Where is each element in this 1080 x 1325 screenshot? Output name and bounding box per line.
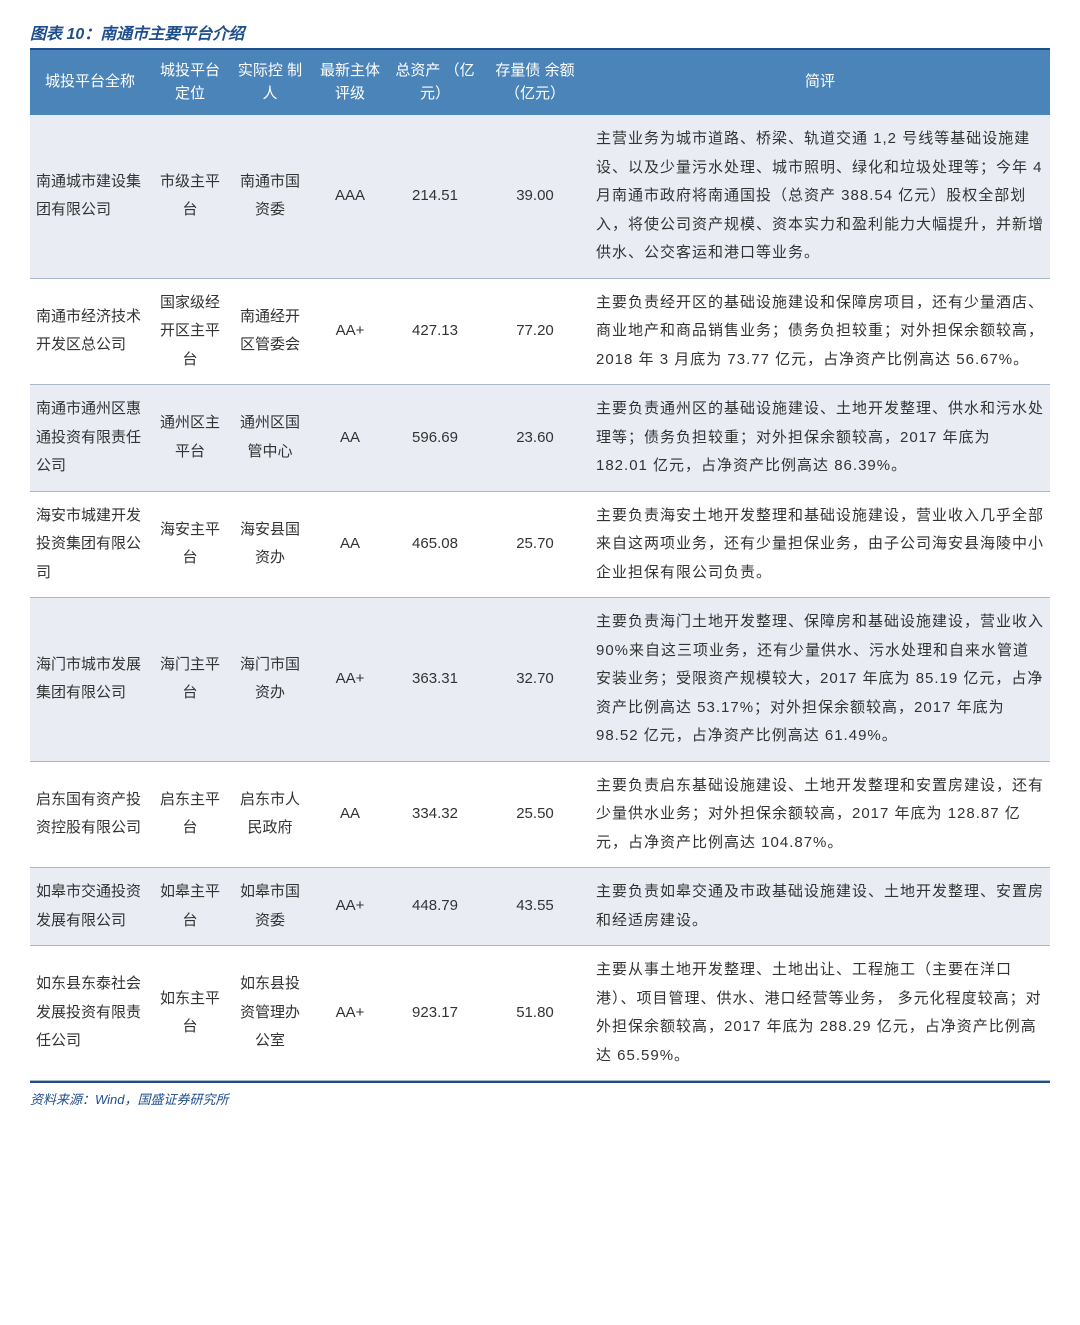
cell-comment: 主要负责启东基础设施建设、土地开发整理和安置房建设，还有少量供水业务；对外担保余… [590,761,1050,868]
table-caption: 图表 10：南通市主要平台介绍 [30,20,1050,50]
cell-comment: 主要从事土地开发整理、土地出让、工程施工（主要在洋口港）、项目管理、供水、港口经… [590,946,1050,1081]
cell-position: 国家级经开区主平台 [150,278,230,385]
cell-debt: 51.80 [480,946,590,1081]
cell-assets: 363.31 [390,598,480,762]
cell-debt: 43.55 [480,868,590,946]
cell-comment: 主要负责经开区的基础设施建设和保障房项目，还有少量酒店、商业地产和商品销售业务；… [590,278,1050,385]
cell-position: 如东主平台 [150,946,230,1081]
cell-name: 南通市经济技术开发区总公司 [30,278,150,385]
cell-position: 海安主平台 [150,491,230,598]
cell-name: 如皋市交通投资发展有限公司 [30,868,150,946]
cell-name: 如东县东泰社会发展投资有限责任公司 [30,946,150,1081]
cell-ctrl: 如东县投资管理办公室 [230,946,310,1081]
table-row: 海门市城市发展集团有限公司海门主平台海门市国资办AA+363.3132.70主要… [30,598,1050,762]
table-source: 资料来源：Wind，国盛证券研究所 [30,1081,1050,1108]
cell-comment: 主营业务为城市道路、桥梁、轨道交通 1,2 号线等基础设施建设、以及少量污水处理… [590,115,1050,278]
cell-position: 如皋主平台 [150,868,230,946]
cell-assets: 334.32 [390,761,480,868]
cell-assets: 448.79 [390,868,480,946]
cell-comment: 主要负责通州区的基础设施建设、土地开发整理、供水和污水处理等；债务负担较重；对外… [590,385,1050,492]
table-header-row: 城投平台全称 城投平台 定位 实际控 制人 最新主体 评级 总资产 （亿元） 存… [30,50,1050,115]
cell-ctrl: 海安县国资办 [230,491,310,598]
cell-rating: AA [310,761,390,868]
cell-position: 通州区主平台 [150,385,230,492]
col-name: 城投平台全称 [30,50,150,115]
cell-name: 启东国有资产投资控股有限公司 [30,761,150,868]
cell-comment: 主要负责海安土地开发整理和基础设施建设，营业收入几乎全部来自这两项业务，还有少量… [590,491,1050,598]
cell-rating: AA+ [310,278,390,385]
cell-ctrl: 通州区国管中心 [230,385,310,492]
cell-name: 南通城市建设集团有限公司 [30,115,150,278]
table-row: 启东国有资产投资控股有限公司启东主平台启东市人民政府AA334.3225.50主… [30,761,1050,868]
cell-debt: 23.60 [480,385,590,492]
cell-assets: 427.13 [390,278,480,385]
cell-name: 海安市城建开发投资集团有限公司 [30,491,150,598]
col-debt: 存量债 余额（亿元） [480,50,590,115]
col-comment: 简评 [590,50,1050,115]
cell-rating: AA+ [310,868,390,946]
cell-position: 市级主平台 [150,115,230,278]
platform-table: 城投平台全称 城投平台 定位 实际控 制人 最新主体 评级 总资产 （亿元） 存… [30,50,1050,1081]
cell-rating: AA+ [310,598,390,762]
col-ctrl: 实际控 制人 [230,50,310,115]
cell-rating: AA+ [310,946,390,1081]
table-row: 南通市通州区惠通投资有限责任公司通州区主平台通州区国管中心AA596.6923.… [30,385,1050,492]
table-row: 海安市城建开发投资集团有限公司海安主平台海安县国资办AA465.0825.70主… [30,491,1050,598]
table-row: 如皋市交通投资发展有限公司如皋主平台如皋市国资委AA+448.7943.55主要… [30,868,1050,946]
cell-rating: AAA [310,115,390,278]
table-row: 如东县东泰社会发展投资有限责任公司如东主平台如东县投资管理办公室AA+923.1… [30,946,1050,1081]
col-rating: 最新主体 评级 [310,50,390,115]
cell-debt: 32.70 [480,598,590,762]
cell-ctrl: 南通经开区管委会 [230,278,310,385]
cell-ctrl: 启东市人民政府 [230,761,310,868]
cell-rating: AA [310,491,390,598]
cell-assets: 465.08 [390,491,480,598]
cell-debt: 39.00 [480,115,590,278]
table-row: 南通城市建设集团有限公司市级主平台南通市国资委AAA214.5139.00主营业… [30,115,1050,278]
cell-position: 启东主平台 [150,761,230,868]
cell-comment: 主要负责海门土地开发整理、保障房和基础设施建设，营业收入 90%来自这三项业务，… [590,598,1050,762]
cell-debt: 25.50 [480,761,590,868]
cell-position: 海门主平台 [150,598,230,762]
cell-rating: AA [310,385,390,492]
cell-name: 南通市通州区惠通投资有限责任公司 [30,385,150,492]
cell-debt: 77.20 [480,278,590,385]
cell-name: 海门市城市发展集团有限公司 [30,598,150,762]
col-assets: 总资产 （亿元） [390,50,480,115]
col-position: 城投平台 定位 [150,50,230,115]
cell-debt: 25.70 [480,491,590,598]
cell-comment: 主要负责如皋交通及市政基础设施建设、土地开发整理、安置房和经适房建设。 [590,868,1050,946]
cell-ctrl: 南通市国资委 [230,115,310,278]
cell-assets: 214.51 [390,115,480,278]
cell-ctrl: 海门市国资办 [230,598,310,762]
table-row: 南通市经济技术开发区总公司国家级经开区主平台南通经开区管委会AA+427.137… [30,278,1050,385]
cell-ctrl: 如皋市国资委 [230,868,310,946]
cell-assets: 923.17 [390,946,480,1081]
cell-assets: 596.69 [390,385,480,492]
